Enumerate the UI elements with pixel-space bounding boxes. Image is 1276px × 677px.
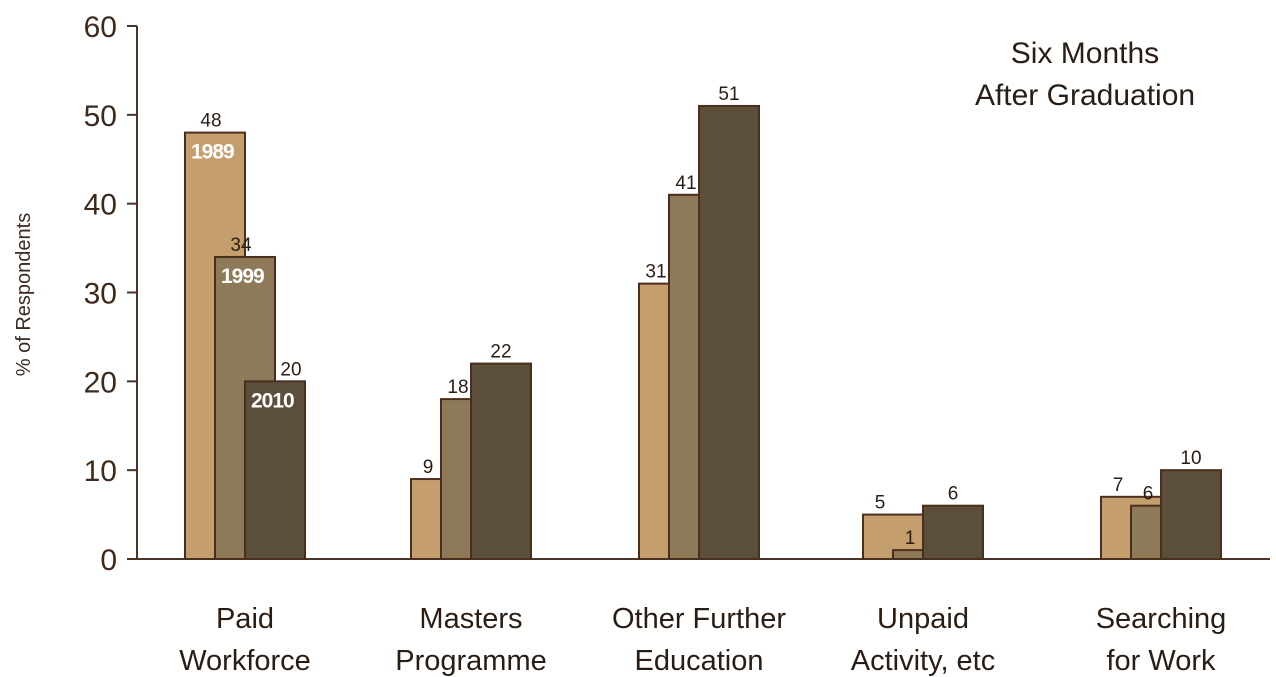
value-label: 48 <box>200 111 221 132</box>
value-label: 5 <box>875 493 886 514</box>
bar-2010-2 <box>470 362 532 561</box>
series-label-2010: 2010 <box>251 389 294 412</box>
value-label: 22 <box>490 342 511 363</box>
x-category-label: Paid <box>216 603 274 635</box>
value-label: 10 <box>1180 448 1201 469</box>
value-label: 6 <box>1143 484 1154 505</box>
value-label: 7 <box>1113 475 1124 496</box>
bar-group <box>184 131 306 561</box>
y-tick-label: 20 <box>84 366 117 399</box>
bar-2010-1 <box>244 380 306 561</box>
bar-group <box>638 104 760 561</box>
chart-annotation: After Graduation <box>975 79 1195 112</box>
bar-2010-3 <box>698 104 760 560</box>
x-category-label: Education <box>635 645 764 677</box>
value-label: 51 <box>718 84 739 105</box>
bar-2010-4 <box>922 504 984 561</box>
x-category-label: Other Further <box>612 603 786 635</box>
x-category-label: Programme <box>395 645 547 677</box>
y-tick-label: 50 <box>84 100 117 133</box>
value-label: 1 <box>905 528 916 549</box>
bar-2010-5 <box>1160 469 1222 560</box>
series-label-1989: 1989 <box>191 141 234 164</box>
y-tick-label: 30 <box>84 278 117 311</box>
y-tick-label: 10 <box>84 455 117 488</box>
bar-group <box>862 504 984 561</box>
value-label: 20 <box>280 359 301 380</box>
series-label-1999: 1999 <box>221 265 264 288</box>
value-label: 41 <box>675 173 696 194</box>
x-category-label: Searching <box>1096 603 1227 635</box>
y-axis-label: % of Respondents <box>13 213 35 376</box>
y-tick-label: 0 <box>100 544 117 577</box>
x-category-label: Masters <box>419 603 522 635</box>
value-label: 9 <box>423 457 434 478</box>
x-category-label: Unpaid <box>877 603 969 635</box>
x-category-label: Activity, etc <box>851 645 996 677</box>
value-label: 34 <box>230 235 252 256</box>
value-label: 18 <box>447 377 468 398</box>
y-tick-label: 40 <box>84 189 117 222</box>
x-category-label: for Work <box>1106 645 1216 677</box>
bar-group <box>1100 469 1222 561</box>
value-label: 6 <box>948 484 959 505</box>
chart-annotation: Six Months <box>1011 37 1159 70</box>
value-label: 31 <box>645 262 666 283</box>
y-tick-label: 60 <box>84 11 117 44</box>
bar-group <box>410 362 532 561</box>
x-category-label: Workforce <box>179 645 311 677</box>
